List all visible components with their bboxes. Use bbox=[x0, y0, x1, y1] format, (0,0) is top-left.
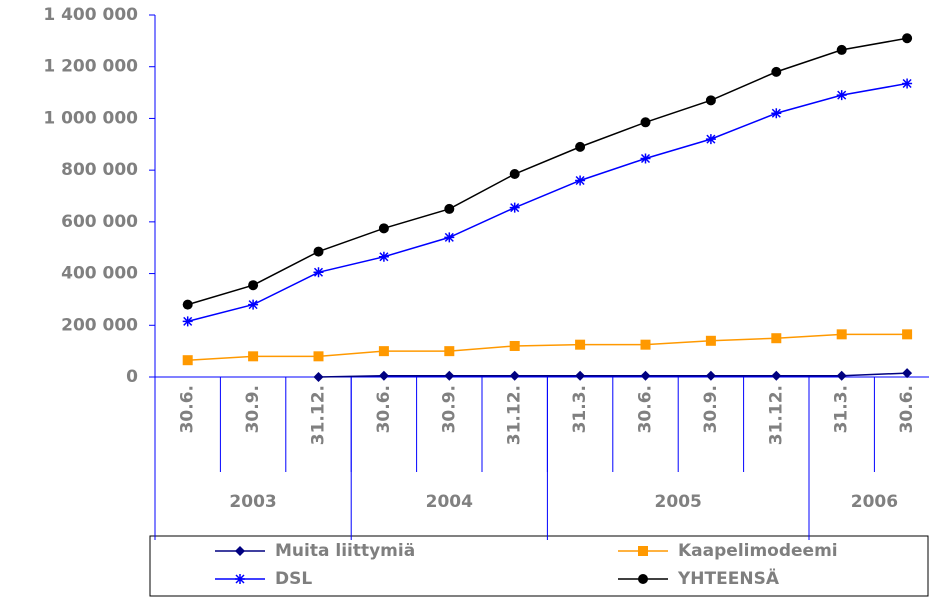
group-label: 2003 bbox=[229, 492, 276, 512]
marker bbox=[640, 153, 651, 164]
marker bbox=[640, 370, 651, 381]
x-tick-label: 31.3. bbox=[832, 385, 852, 433]
y-tick-label: 1 400 000 bbox=[43, 5, 138, 25]
marker bbox=[902, 368, 913, 379]
group-label: 2005 bbox=[655, 492, 702, 512]
marker bbox=[902, 329, 913, 340]
marker bbox=[313, 246, 324, 257]
marker bbox=[509, 202, 520, 213]
marker bbox=[640, 339, 651, 350]
marker bbox=[378, 223, 389, 234]
series-line bbox=[187, 82, 908, 323]
marker bbox=[248, 351, 259, 362]
group-label: 2006 bbox=[851, 492, 898, 512]
marker bbox=[705, 95, 716, 106]
series-line bbox=[187, 333, 908, 361]
marker bbox=[705, 335, 716, 346]
marker bbox=[771, 108, 782, 119]
x-tick-label: 30.9. bbox=[243, 385, 263, 433]
marker bbox=[248, 299, 259, 310]
marker bbox=[836, 44, 847, 55]
x-tick-label: 30.9. bbox=[439, 385, 459, 433]
x-tick-label: 30.6. bbox=[178, 385, 198, 433]
marker bbox=[313, 372, 324, 382]
y-tick-label: 600 000 bbox=[61, 212, 138, 232]
marker bbox=[575, 141, 586, 152]
x-tick-label: 30.9. bbox=[701, 385, 721, 433]
legend-label: Muita liittymiä bbox=[275, 541, 415, 561]
y-tick-label: 800 000 bbox=[61, 160, 138, 180]
y-tick-label: 1 200 000 bbox=[43, 57, 138, 77]
y-tick-label: 0 bbox=[126, 367, 138, 387]
x-tick-label: 30.6. bbox=[636, 385, 656, 433]
marker bbox=[902, 78, 913, 89]
marker bbox=[638, 546, 648, 556]
legend-label: Kaapelimodeemi bbox=[678, 541, 838, 561]
marker bbox=[509, 370, 520, 381]
marker bbox=[444, 346, 455, 357]
marker bbox=[509, 340, 520, 351]
marker bbox=[902, 33, 913, 44]
legend-label: YHTEENSÄ bbox=[677, 567, 780, 589]
series-line bbox=[187, 37, 908, 306]
x-tick-label: 30.6. bbox=[897, 385, 917, 433]
legend-label: DSL bbox=[275, 569, 312, 589]
marker bbox=[248, 280, 259, 291]
marker bbox=[575, 339, 586, 350]
marker bbox=[836, 370, 847, 381]
marker bbox=[836, 329, 847, 340]
marker bbox=[771, 370, 782, 381]
y-tick-label: 1 000 000 bbox=[43, 108, 138, 128]
marker bbox=[638, 574, 648, 584]
marker bbox=[575, 370, 586, 381]
marker bbox=[575, 175, 586, 186]
marker bbox=[235, 546, 245, 556]
marker bbox=[509, 169, 520, 180]
marker bbox=[836, 90, 847, 101]
series-line bbox=[318, 372, 908, 378]
marker bbox=[378, 251, 389, 262]
marker bbox=[444, 370, 455, 381]
y-tick-label: 200 000 bbox=[61, 315, 138, 335]
x-tick-label: 30.6. bbox=[374, 385, 394, 433]
marker bbox=[771, 333, 782, 344]
marker bbox=[771, 66, 782, 77]
marker bbox=[640, 117, 651, 128]
marker bbox=[235, 574, 245, 584]
x-tick-label: 31.12. bbox=[766, 385, 786, 445]
marker bbox=[378, 346, 389, 357]
x-tick-label: 31.3. bbox=[570, 385, 590, 433]
marker bbox=[182, 299, 193, 310]
marker bbox=[182, 355, 193, 366]
y-tick-label: 400 000 bbox=[61, 264, 138, 284]
legend-box bbox=[149, 535, 929, 597]
marker bbox=[182, 316, 193, 327]
marker bbox=[313, 351, 324, 362]
marker bbox=[313, 267, 324, 278]
group-label: 2004 bbox=[426, 492, 473, 512]
marker bbox=[705, 370, 716, 381]
marker bbox=[444, 232, 455, 243]
x-tick-label: 31.12. bbox=[309, 385, 329, 445]
marker bbox=[378, 370, 389, 381]
x-tick-label: 31.12. bbox=[505, 385, 525, 445]
marker bbox=[444, 203, 455, 214]
marker bbox=[705, 134, 716, 145]
